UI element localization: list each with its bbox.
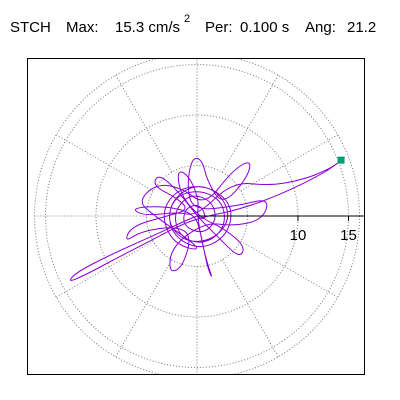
radial-axis: 10 15 (197, 215, 364, 244)
plot-frame (27, 58, 365, 375)
grid-spoke-300 (221, 259, 279, 358)
motion-trace-path (70, 157, 339, 281)
max-unit-exponent: 2 (184, 13, 191, 25)
grid-spoke-30 (240, 134, 339, 192)
radial-tick-label-10: 10 (290, 227, 307, 244)
motion-trace (70, 157, 339, 281)
max-label: Max: (66, 19, 99, 36)
grid-spoke-150 (55, 134, 154, 192)
grid-spoke-240 (115, 259, 173, 358)
grid-spoke-210 (55, 240, 154, 298)
angle-label: Ang: (305, 19, 336, 36)
period-label: Per: (205, 19, 233, 36)
angle-value: 21.2 (347, 19, 377, 36)
peak-marker (337, 156, 345, 164)
grid-spoke-120 (115, 74, 173, 173)
marker-layer (337, 156, 345, 164)
radial-tick-label-15: 15 (340, 227, 357, 244)
station-code: STCH (10, 19, 51, 36)
period-value: 0.100 s (240, 19, 290, 36)
header: STCH Max: 15.3 cm/s 2 Per: 0.100 s Ang: … (0, 0, 400, 46)
max-value: 15.3 cm/s (115, 19, 181, 36)
grid-spoke-330 (240, 240, 339, 298)
grid-spoke-60 (221, 74, 279, 173)
